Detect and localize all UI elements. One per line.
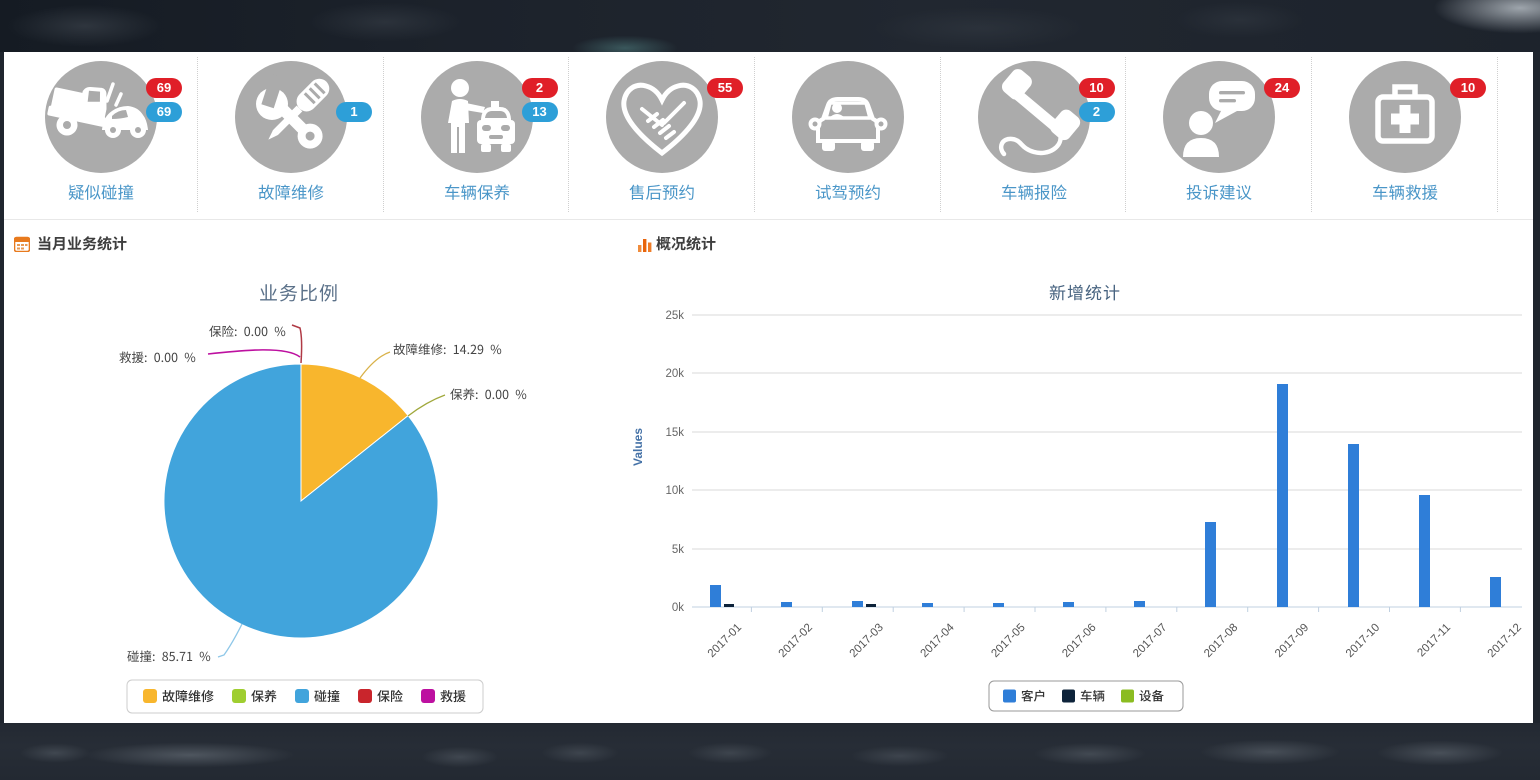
svg-text:15k: 15k — [665, 427, 684, 439]
svg-text:10k: 10k — [665, 485, 684, 497]
svg-text:2017-10: 2017-10 — [1344, 622, 1382, 660]
svg-text:2017-04: 2017-04 — [918, 621, 957, 660]
svg-text:2017-05: 2017-05 — [989, 622, 1027, 660]
svg-text:Values: Values — [631, 428, 645, 466]
svg-text:2017-02: 2017-02 — [777, 622, 815, 660]
svg-text:2017-03: 2017-03 — [848, 622, 886, 660]
svg-text:5k: 5k — [672, 544, 684, 556]
svg-text:2017-06: 2017-06 — [1060, 622, 1098, 660]
svg-text:20k: 20k — [665, 368, 684, 380]
svg-text:2017-11: 2017-11 — [1415, 622, 1453, 660]
svg-text:25k: 25k — [665, 310, 684, 322]
svg-text:2017-12: 2017-12 — [1486, 622, 1524, 660]
svg-text:2017-01: 2017-01 — [706, 622, 744, 660]
svg-text:2017-07: 2017-07 — [1131, 622, 1169, 660]
svg-text:2017-08: 2017-08 — [1202, 622, 1240, 660]
svg-text:0k: 0k — [672, 602, 684, 614]
svg-text:2017-09: 2017-09 — [1273, 622, 1311, 660]
